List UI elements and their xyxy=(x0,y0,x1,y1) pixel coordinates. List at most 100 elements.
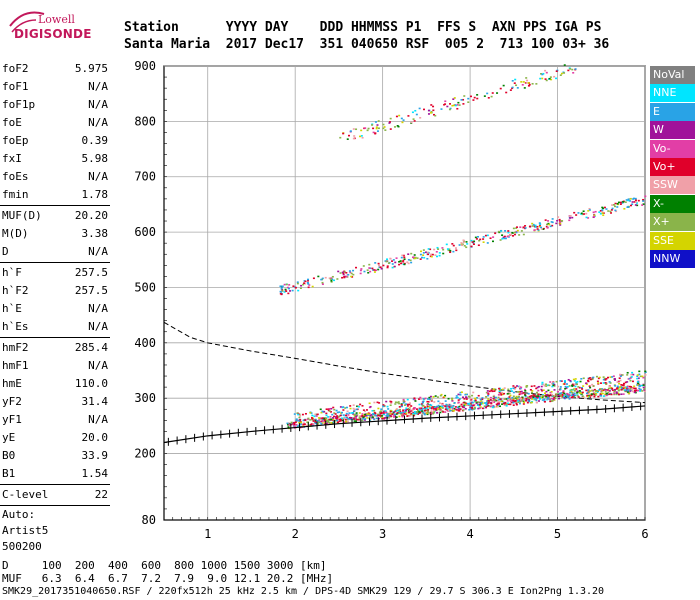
third-hop-point xyxy=(415,113,418,116)
f2-trace-point xyxy=(305,424,308,427)
f2-spread-point xyxy=(311,417,314,420)
f2-spread-point xyxy=(333,408,336,411)
f2-trace-point xyxy=(626,391,629,393)
f2-spread-point xyxy=(527,392,530,395)
second-hop-point xyxy=(625,199,628,201)
f2-trace-point xyxy=(631,390,634,393)
param-divider xyxy=(0,337,110,338)
f2-spread-point xyxy=(529,388,532,391)
f2-spread-point xyxy=(612,375,615,378)
second-hop-point xyxy=(345,271,348,274)
param-value: 20.20 xyxy=(74,209,108,222)
f2-spread-point xyxy=(440,393,443,396)
f2-trace-point xyxy=(393,414,396,417)
second-hop-point xyxy=(501,237,504,240)
param-value: N/A xyxy=(88,302,108,315)
f2-trace-point xyxy=(633,391,636,394)
param-row: foEp 0.39 xyxy=(0,132,116,150)
f2-trace-point xyxy=(408,414,411,417)
f2-spread-point xyxy=(307,417,310,420)
f2-trace-point xyxy=(295,424,298,426)
f2-spread-point xyxy=(358,412,361,414)
second-hop-point xyxy=(509,233,512,236)
third-hop-point xyxy=(574,68,577,70)
param-row: hmE 110.0 xyxy=(0,375,116,393)
second-hop-point xyxy=(427,253,430,256)
f2-trace-point xyxy=(617,393,620,396)
f2-spread-point xyxy=(481,397,484,399)
f2-trace-point xyxy=(447,410,450,412)
f2-trace-point xyxy=(593,392,596,395)
f2-trace-point xyxy=(409,410,412,413)
third-hop-point xyxy=(430,104,433,106)
f2-spread-point xyxy=(535,397,538,399)
second-hop-point xyxy=(623,207,626,210)
f2-trace-point xyxy=(588,393,591,395)
f2-trace-point xyxy=(640,384,643,387)
third-hop-point xyxy=(527,82,530,84)
f2-trace-point xyxy=(512,401,515,404)
f2-spread-point xyxy=(417,411,420,413)
f2-trace-point xyxy=(639,388,642,391)
second-hop-point xyxy=(359,269,362,272)
f2-spread-point xyxy=(386,413,389,415)
second-hop-point xyxy=(389,258,392,260)
f2-trace-point xyxy=(564,395,567,398)
f2-trace-point xyxy=(600,392,603,395)
f2-trace-point xyxy=(643,389,646,391)
f2-spread-point xyxy=(498,390,501,393)
f2-spread-point xyxy=(500,392,503,395)
f2-spread-point xyxy=(546,384,549,386)
f2-spread-point xyxy=(571,391,574,394)
f2-spread-point xyxy=(368,402,371,405)
second-hop-point xyxy=(512,227,515,230)
second-hop-point xyxy=(398,263,401,266)
f2-spread-point xyxy=(599,388,602,390)
second-hop-point xyxy=(558,218,561,221)
f2-trace-point xyxy=(535,399,538,402)
f2-trace-point xyxy=(522,400,525,403)
f2-spread-point xyxy=(551,393,554,396)
f2-trace-point xyxy=(427,408,430,411)
third-hop-point xyxy=(355,128,358,131)
f2-trace-point xyxy=(458,405,461,408)
f2-trace-point xyxy=(298,420,301,422)
f2-spread-point xyxy=(494,398,497,401)
third-hop-point xyxy=(371,124,374,126)
f2-trace-point xyxy=(587,395,590,398)
f2-spread-point xyxy=(354,417,357,419)
f2-spread-point xyxy=(474,399,477,402)
second-hop-point xyxy=(511,231,514,234)
second-hop-point xyxy=(304,280,307,283)
second-hop-point xyxy=(392,259,395,261)
f2-trace-point xyxy=(366,413,369,415)
f2-spread-point xyxy=(487,394,490,397)
f2-trace-point xyxy=(625,387,628,390)
second-hop-point xyxy=(473,240,476,243)
f2-trace-point xyxy=(490,402,493,405)
f2-spread-point xyxy=(559,386,562,388)
f2-trace-point xyxy=(509,398,512,400)
f2-spread-point xyxy=(545,385,548,387)
second-hop-point xyxy=(369,270,372,273)
f2-trace-point xyxy=(577,396,580,398)
f2-trace-point xyxy=(566,394,569,397)
x-tick-label: 2 xyxy=(292,527,299,541)
f2-spread-point xyxy=(439,394,442,397)
f2-trace-point xyxy=(641,390,644,392)
param-row: D N/A xyxy=(0,243,116,261)
param-value: N/A xyxy=(88,170,108,183)
second-hop-point xyxy=(624,201,627,203)
f2-spread-point xyxy=(541,389,544,392)
second-hop-point xyxy=(420,256,423,259)
f2-trace-point xyxy=(642,386,645,389)
param-value: 5.975 xyxy=(74,62,108,75)
f2-spread-point xyxy=(463,398,466,400)
second-hop-point xyxy=(438,252,441,254)
f2-spread-point xyxy=(589,386,592,389)
param-row: B1 1.54 xyxy=(0,465,116,483)
third-hop-point xyxy=(414,109,417,112)
f2-trace-point xyxy=(467,403,470,405)
f2-spread-point xyxy=(531,390,534,392)
second-hop-point xyxy=(461,244,464,247)
